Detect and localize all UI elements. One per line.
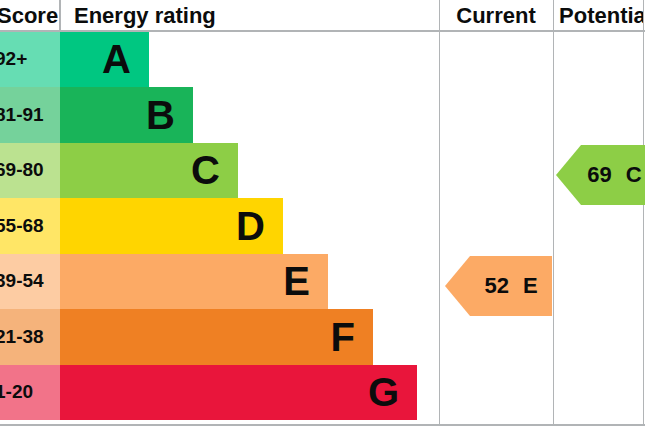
- potential-header-clip: Potential: [553, 0, 643, 30]
- score-range-label: 69-80: [0, 143, 44, 199]
- score-range-label: 39-54: [0, 254, 44, 310]
- current-column-header: Current: [439, 0, 553, 30]
- band-bar: D: [60, 198, 283, 254]
- band-bar: E: [60, 254, 328, 310]
- current-rating-arrow: 52 E: [445, 256, 552, 316]
- band-letter: D: [236, 206, 265, 246]
- score-range-label: 21-38: [0, 309, 44, 365]
- current-rating-value: 52 E: [470, 256, 552, 316]
- current-band: E: [523, 273, 538, 299]
- band-letter: C: [191, 150, 220, 190]
- potential-score: 69: [587, 162, 611, 188]
- band-row-f: 21-38 F: [0, 309, 645, 365]
- band-row-b: 81-91 B: [0, 87, 645, 143]
- potential-rating-arrow: 69 C: [556, 145, 645, 205]
- band-letter: F: [331, 317, 355, 357]
- band-row-c: 69-80 C: [0, 143, 645, 199]
- band-bar: A: [60, 32, 149, 88]
- score-range-label: 55-68: [0, 198, 44, 254]
- energy-rating-column-header: Energy rating: [74, 0, 216, 30]
- band-row-a: 92+ A: [0, 32, 645, 88]
- band-row-g: 1-20 G: [0, 365, 645, 421]
- score-range-label: 92+: [0, 32, 27, 88]
- potential-rating-value: 69 C: [581, 145, 645, 205]
- band-letter: A: [102, 39, 131, 79]
- current-score: 52: [484, 273, 508, 299]
- score-range-label: 1-20: [0, 365, 33, 421]
- band-bar: C: [60, 143, 238, 199]
- potential-column-header: Potential: [553, 0, 643, 30]
- band-letter: B: [146, 95, 175, 135]
- band-bar: F: [60, 309, 373, 365]
- band-bar: B: [60, 87, 193, 143]
- score-column-header: Score: [0, 0, 58, 30]
- band-row-d: 55-68 D: [0, 198, 645, 254]
- band-letter: E: [283, 261, 310, 301]
- chart-bottom-border: [0, 424, 645, 426]
- band-letter: G: [368, 372, 399, 412]
- potential-band: C: [626, 162, 642, 188]
- score-column-divider: [59, 0, 61, 31]
- band-bar: G: [60, 365, 417, 421]
- epc-rating-chart: Score Energy rating Current Potential 92…: [0, 0, 645, 430]
- score-range-label: 81-91: [0, 87, 44, 143]
